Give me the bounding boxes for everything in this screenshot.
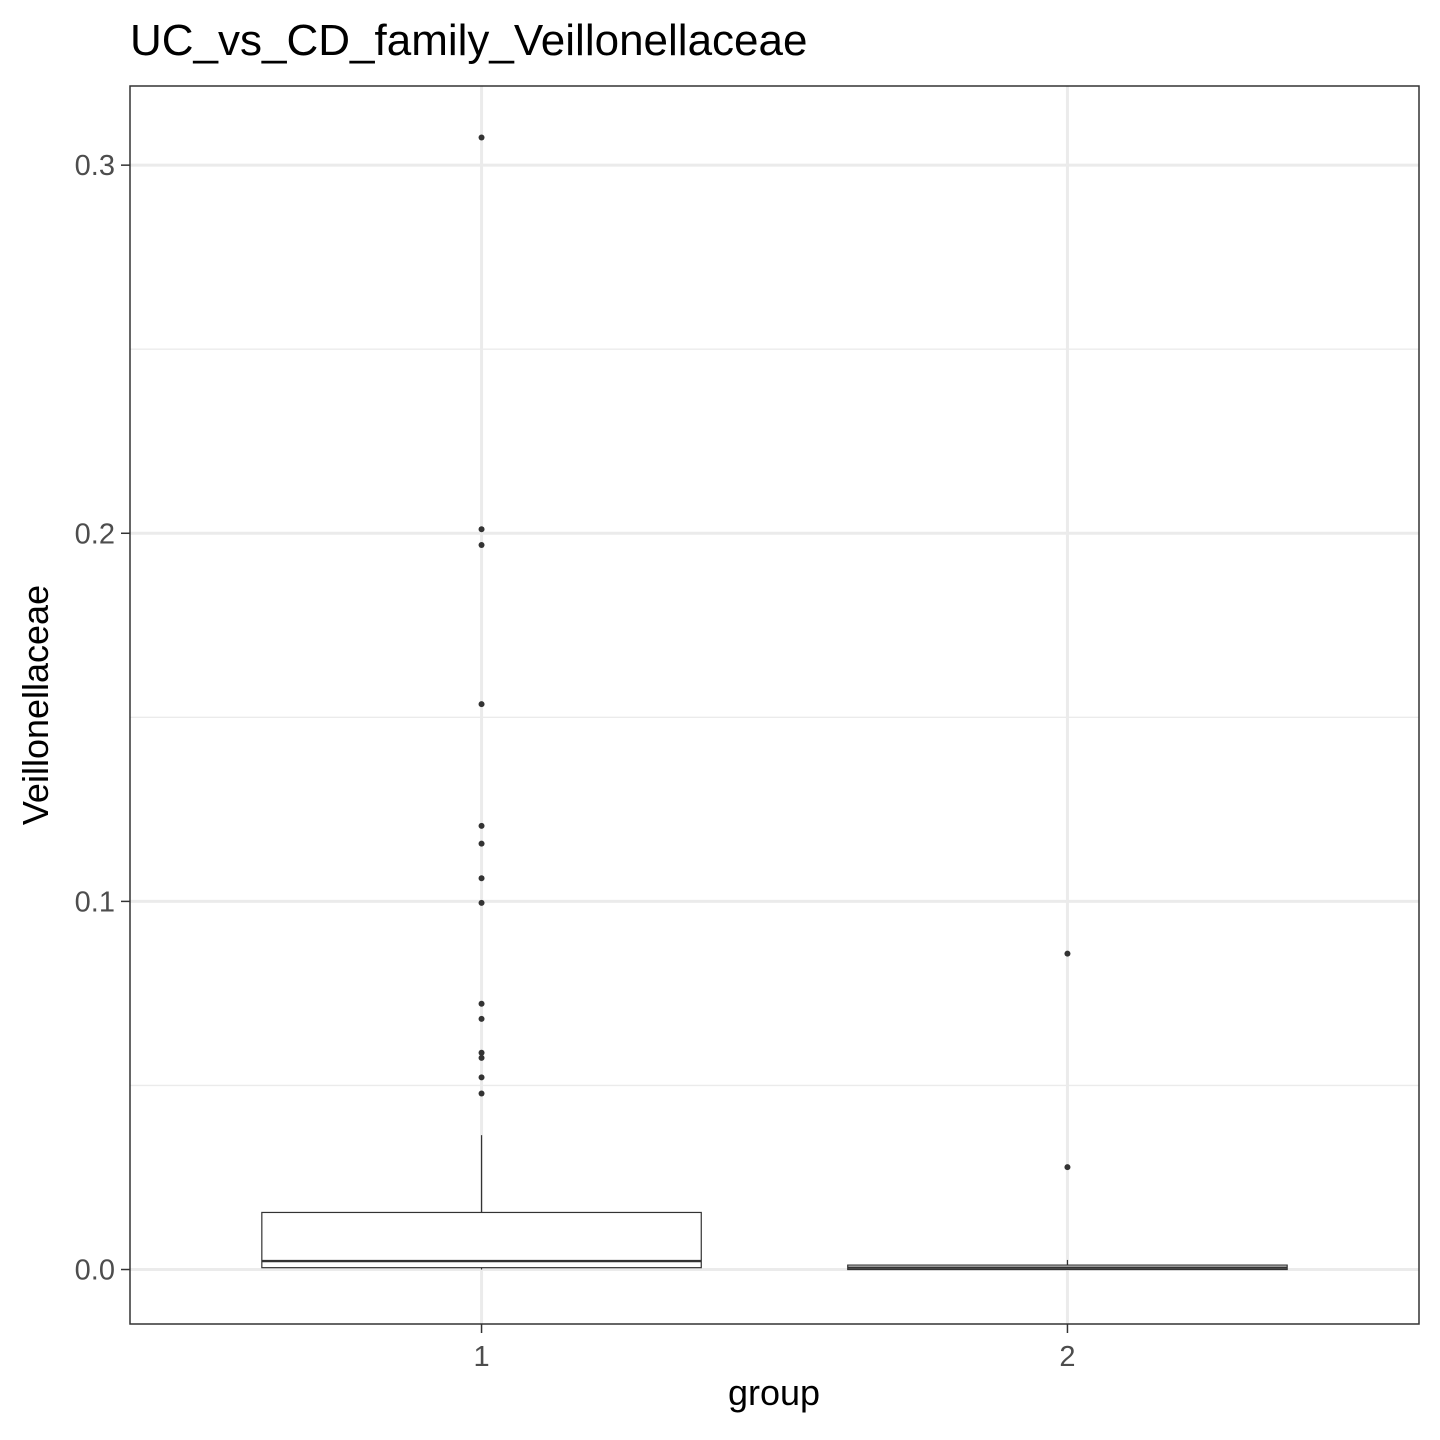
outlier-point bbox=[478, 542, 485, 549]
box-group-2 bbox=[847, 1259, 1288, 1271]
outlier-point bbox=[1064, 950, 1071, 957]
outlier-point bbox=[478, 1000, 485, 1007]
outlier-point bbox=[478, 1015, 485, 1022]
outlier-point bbox=[478, 899, 485, 906]
x-tick-label: 1 bbox=[473, 1341, 489, 1373]
box bbox=[261, 1211, 702, 1269]
boxes bbox=[261, 1135, 1288, 1271]
x-axis-title: group bbox=[728, 1372, 820, 1413]
outlier-point bbox=[478, 1074, 485, 1081]
outlier-point bbox=[1064, 1164, 1071, 1171]
y-axis-title: Veillonellaceae bbox=[15, 585, 56, 825]
x-tick-label: 2 bbox=[1059, 1341, 1075, 1373]
chart-title: UC_vs_CD_family_Veillonellaceae bbox=[130, 16, 807, 65]
outlier-points bbox=[478, 134, 1071, 1171]
y-tick-label: 0.0 bbox=[75, 1255, 115, 1287]
outlier-point bbox=[478, 701, 485, 708]
outlier-point bbox=[478, 1090, 485, 1097]
outlier-point bbox=[478, 1054, 485, 1061]
axes: 0.0 0.1 0.2 0.3 1 2 bbox=[75, 150, 1076, 1373]
grid bbox=[130, 86, 1419, 1324]
y-tick-label: 0.2 bbox=[75, 518, 115, 550]
y-tick-label: 0.1 bbox=[75, 886, 115, 918]
y-tick-label: 0.3 bbox=[75, 150, 115, 182]
outlier-point bbox=[478, 1049, 485, 1056]
outlier-point bbox=[478, 875, 485, 882]
outlier-point bbox=[478, 134, 485, 141]
outlier-point bbox=[478, 526, 485, 533]
panel-border bbox=[129, 85, 1420, 1325]
outlier-point bbox=[478, 822, 485, 829]
outlier-point bbox=[478, 840, 485, 847]
box-group-1 bbox=[261, 1135, 702, 1270]
